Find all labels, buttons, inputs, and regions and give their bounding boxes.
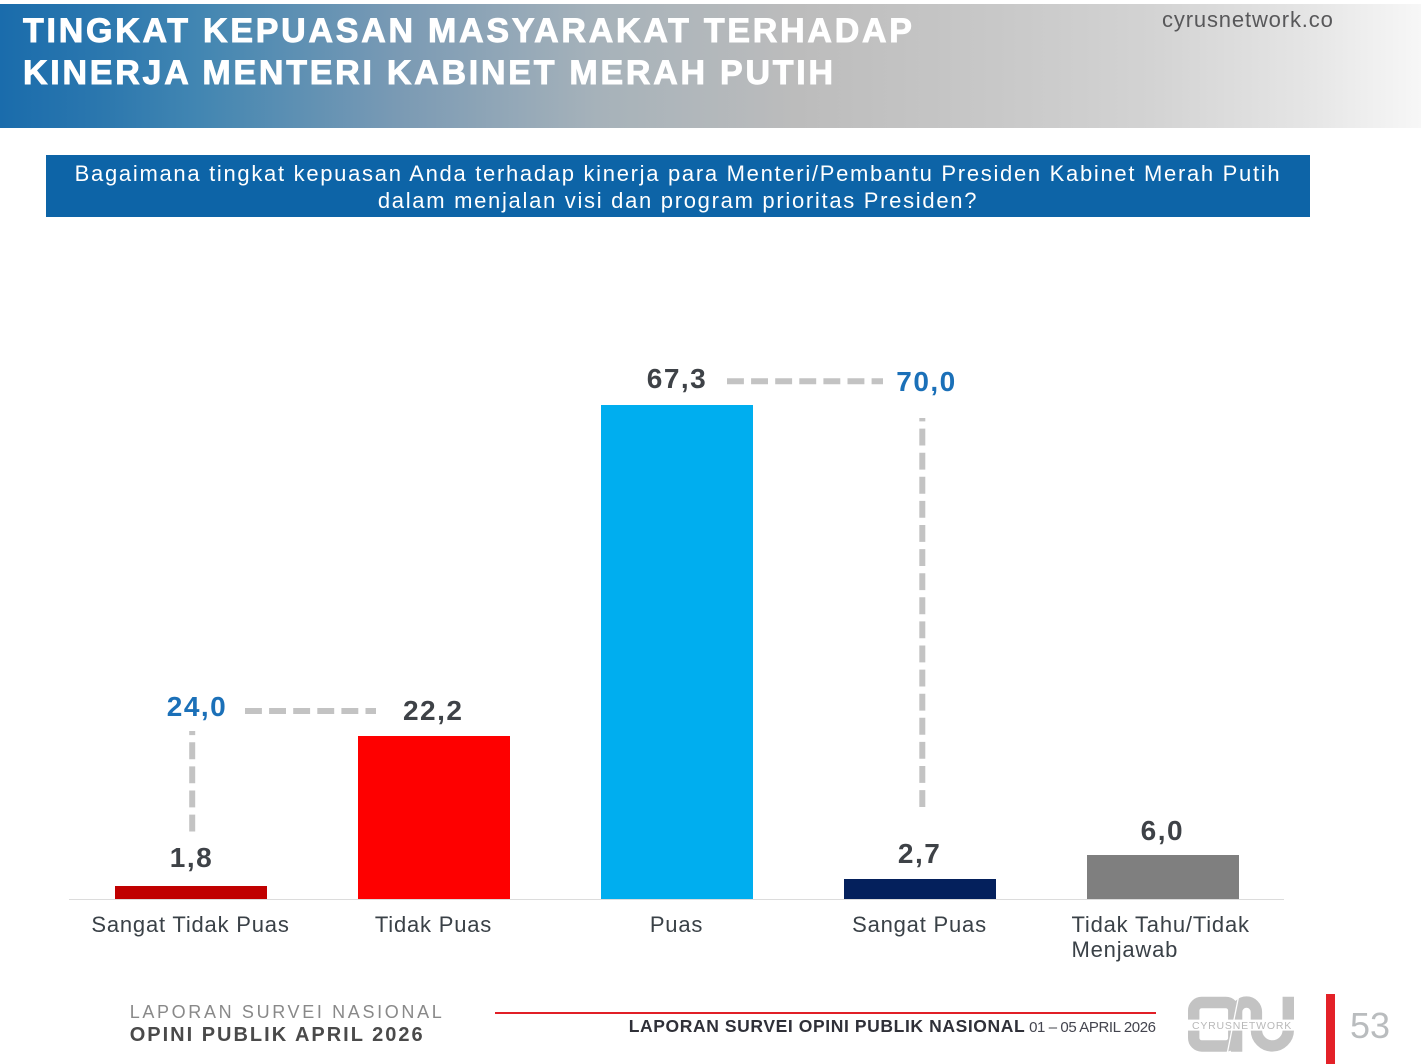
- svg-text:CYRUSNETWORK: CYRUSNETWORK: [1192, 1020, 1292, 1032]
